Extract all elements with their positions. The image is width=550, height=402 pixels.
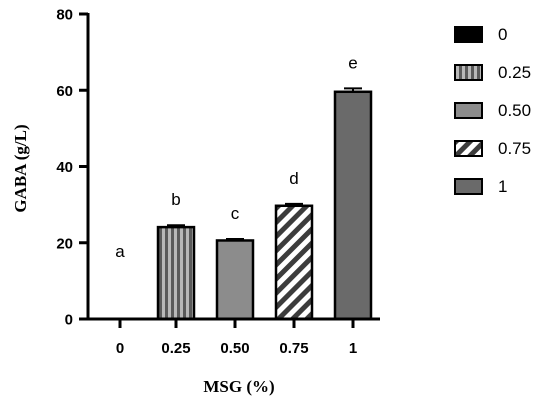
legend-label: 0.25 — [498, 63, 531, 82]
y-tick-label: 60 — [56, 83, 73, 100]
legend: 0 0.25 0.50 0.75 1 — [454, 25, 531, 196]
x-axis-title: MSG (%) — [203, 377, 274, 396]
y-tick-label: 80 — [56, 7, 73, 24]
x-tick-label: 0.50 — [220, 340, 249, 357]
bar-0.75 — [274, 204, 314, 321]
y-ticks: 0 20 40 60 80 — [56, 7, 88, 329]
bar-0.25 — [156, 225, 196, 321]
x-tick-label: 0.25 — [161, 340, 190, 357]
significance-letters-layer: a b c d e — [115, 53, 357, 261]
error-bar — [226, 237, 244, 241]
legend-swatch-0.25 — [454, 64, 483, 81]
legend-label: 1 — [498, 177, 507, 196]
y-tick-label: 40 — [56, 159, 73, 176]
significance-letter: b — [171, 190, 180, 209]
significance-letter: c — [231, 204, 240, 223]
bar-1 — [333, 90, 373, 321]
error-bars-layer — [167, 87, 362, 241]
x-tick-label: 1 — [349, 340, 357, 357]
x-ticks: 0 0.25 0.50 0.75 1 — [116, 319, 357, 357]
legend-swatch-0 — [454, 26, 483, 43]
significance-letter: d — [289, 169, 298, 188]
significance-letter: a — [115, 242, 125, 261]
error-bar — [285, 202, 303, 206]
error-bar — [344, 87, 362, 92]
legend-swatch-0.50 — [454, 102, 483, 119]
y-tick-label: 0 — [65, 312, 73, 329]
legend-label: 0 — [498, 25, 507, 44]
bar-0.50 — [215, 239, 255, 321]
legend-swatch-0.75 — [454, 140, 483, 157]
legend-swatch-1 — [454, 178, 483, 195]
y-axis-title: GABA (g/L) — [11, 124, 30, 212]
significance-letter: e — [348, 53, 357, 72]
legend-label: 0.50 — [498, 101, 531, 120]
error-bar — [167, 224, 185, 228]
x-tick-label: 0.75 — [279, 340, 308, 357]
y-tick-label: 20 — [56, 235, 73, 252]
x-tick-label: 0 — [116, 340, 124, 357]
legend-label: 0.75 — [498, 139, 531, 158]
bars-layer — [156, 90, 373, 321]
